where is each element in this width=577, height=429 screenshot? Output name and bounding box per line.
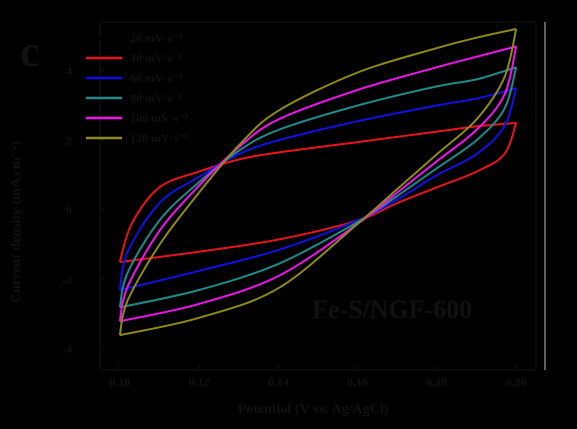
x-tick-label: 0.16 xyxy=(347,375,368,389)
cv-upper-branch xyxy=(118,45,517,322)
cv-upper-branch xyxy=(118,66,517,308)
legend-label: 20 mV·s⁻¹ xyxy=(130,31,183,45)
x-axis-label: Potential (V vs. Ag/AgCl) xyxy=(238,402,389,417)
y-tick-label: 0 xyxy=(66,203,72,217)
cv-loop-series xyxy=(118,28,518,337)
y-tick-label: 4 xyxy=(66,64,72,78)
cv-curves xyxy=(118,28,518,337)
cv-lower-branch xyxy=(119,46,518,323)
sample-label: Fe-S/NGF-600 xyxy=(312,295,472,324)
legend-label: 40 mV·s⁻¹ xyxy=(130,51,183,65)
cv-lower-branch xyxy=(119,87,518,291)
legend: 20 mV·s⁻¹ 40 mV·s⁻¹ 60 mV·s⁻¹ 80 mV·s⁻¹ 100 … xyxy=(86,31,189,145)
y-tick-label: -2 xyxy=(62,273,72,287)
cv-loop-series xyxy=(118,45,518,323)
legend-label: 120 mV·s⁻¹ xyxy=(130,131,189,145)
cv-lower-branch xyxy=(119,162,517,234)
legend-label: 60 mV·s⁻¹ xyxy=(130,71,183,85)
cv-upper-branch xyxy=(118,28,517,336)
cv-loop-series xyxy=(119,162,517,234)
axis-ticks: 0.10 0.12 0.14 0.16 0.18 0.20 -4 -2 0 2 4 xyxy=(62,64,527,389)
plot-frame xyxy=(99,21,537,371)
cv-upper-branch xyxy=(118,87,517,291)
x-tick-label: 0.10 xyxy=(109,375,130,389)
y-tick-label: -4 xyxy=(62,342,72,356)
cv-lower-branch xyxy=(119,28,518,337)
x-tick-label: 0.20 xyxy=(506,375,527,389)
y-axis-label: Current density (mA cm⁻²) xyxy=(9,141,24,303)
x-tick-label: 0.14 xyxy=(268,375,289,389)
x-tick-label: 0.12 xyxy=(189,375,210,389)
cv-loop-series xyxy=(118,121,518,264)
panel-label: c xyxy=(20,27,40,76)
y-tick-label: 2 xyxy=(66,133,72,147)
cv-lower-branch xyxy=(119,122,518,264)
cv-upper-branch xyxy=(119,162,517,218)
legend-label: 80 mV·s⁻¹ xyxy=(130,91,183,105)
cv-lower-branch xyxy=(119,66,518,309)
legend-label: 100 mV·s⁻¹ xyxy=(130,111,189,125)
cv-loop-series xyxy=(118,87,518,291)
x-tick-label: 0.18 xyxy=(426,375,447,389)
cv-upper-branch xyxy=(118,121,517,263)
cv-loop-series xyxy=(118,66,518,309)
